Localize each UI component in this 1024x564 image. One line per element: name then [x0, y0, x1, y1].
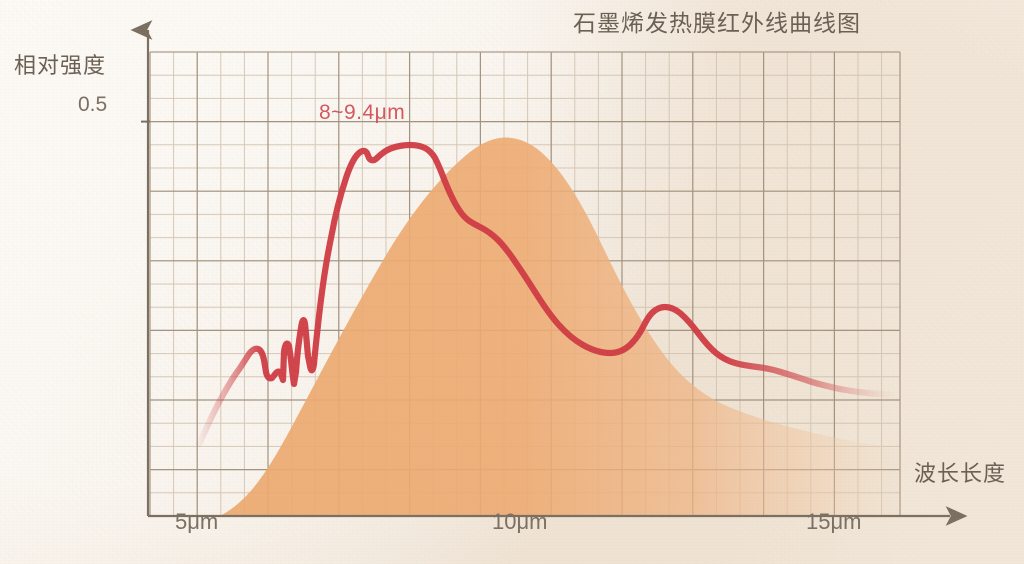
- chart-title: 石墨烯发热膜红外线曲线图: [573, 10, 861, 36]
- x-axis-tick-label-10um: 10μm: [492, 509, 548, 534]
- x-axis-title: 波长长度: [914, 461, 1007, 486]
- curve-peak-annotation: 8~9.4μm: [319, 101, 406, 124]
- y-axis-title: 相对强度: [14, 53, 107, 78]
- x-axis-tick-label-5um: 5μm: [175, 509, 219, 534]
- x-axis-tick-label-15um: 15μm: [806, 509, 862, 534]
- y-axis-tick-label-0.5: 0.5: [78, 93, 108, 116]
- plot-frame: [149, 51, 901, 516]
- axis-lines: [130, 20, 968, 526]
- measured-infrared-curve: [195, 141, 896, 448]
